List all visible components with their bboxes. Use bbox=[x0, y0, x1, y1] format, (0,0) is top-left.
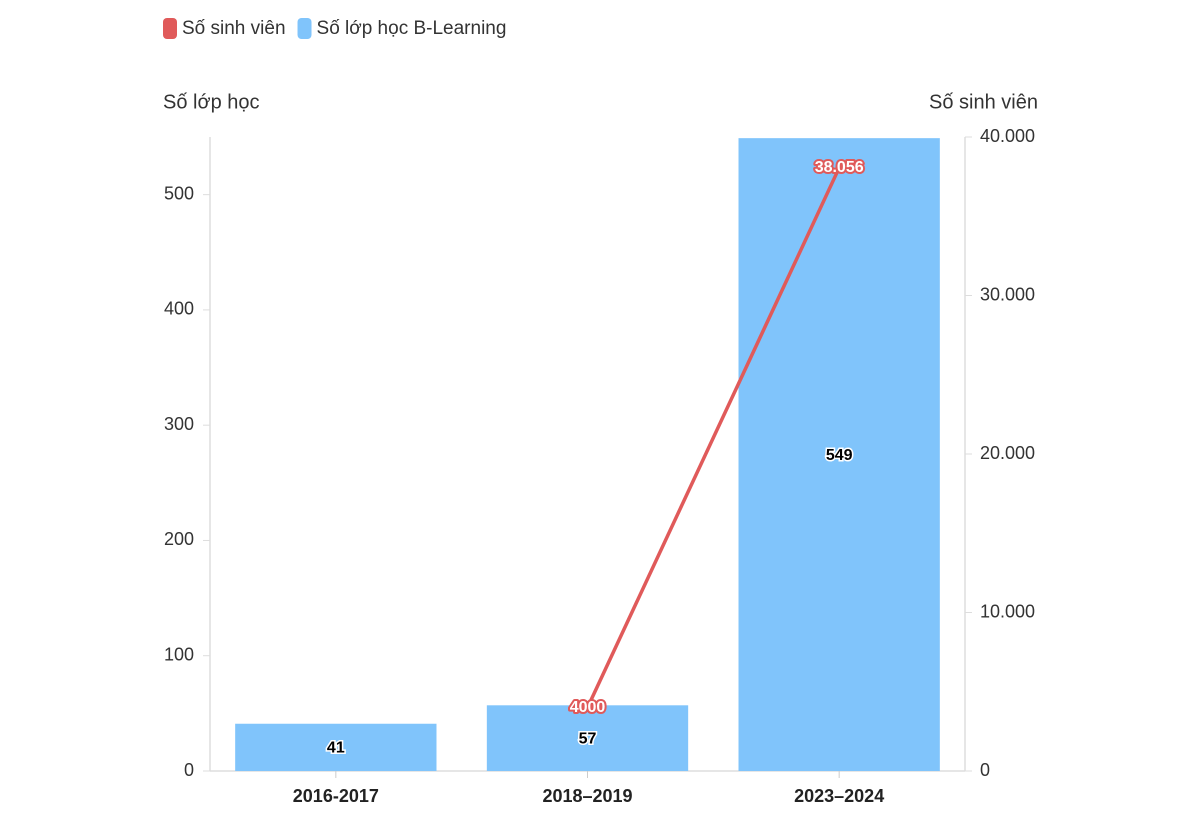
line bbox=[585, 167, 841, 709]
y2-tick-label: 10.000 bbox=[980, 601, 1035, 621]
bar-label: 57 bbox=[579, 730, 597, 747]
y2-axis-title: Số sinh viên bbox=[929, 91, 1038, 113]
y-tick-label: 100 bbox=[164, 644, 194, 664]
y2-tick-label: 0 bbox=[980, 760, 990, 780]
x-tick-label: 2018–2019 bbox=[542, 786, 632, 806]
y2-tick-label: 30.000 bbox=[980, 284, 1035, 304]
y2-tick-label: 20.000 bbox=[980, 443, 1035, 463]
y-tick-label: 200 bbox=[164, 529, 194, 549]
y-tick-label: 400 bbox=[164, 299, 194, 319]
line-label: 38.056 bbox=[815, 159, 864, 176]
bar bbox=[235, 723, 437, 771]
y-axis-title: Số lớp học bbox=[163, 91, 260, 113]
x-tick-label: 2023–2024 bbox=[794, 786, 884, 806]
line-label: 4000 bbox=[570, 699, 606, 716]
y-tick-label: 500 bbox=[164, 183, 194, 203]
bar bbox=[486, 705, 689, 771]
legend-label: Số lớp học B-Learning bbox=[317, 18, 507, 39]
bar bbox=[738, 138, 940, 772]
bar-label: 41 bbox=[327, 740, 345, 757]
legend-label: Số sinh viên bbox=[182, 18, 286, 39]
y2-tick-label: 40.000 bbox=[980, 126, 1035, 146]
legend-swatch bbox=[297, 18, 312, 39]
bar-label: 549 bbox=[826, 447, 853, 464]
x-tick-label: 2016-2017 bbox=[293, 786, 379, 806]
y-tick-label: 0 bbox=[184, 760, 194, 780]
y-tick-label: 300 bbox=[164, 414, 194, 434]
legend-swatch bbox=[163, 18, 177, 39]
